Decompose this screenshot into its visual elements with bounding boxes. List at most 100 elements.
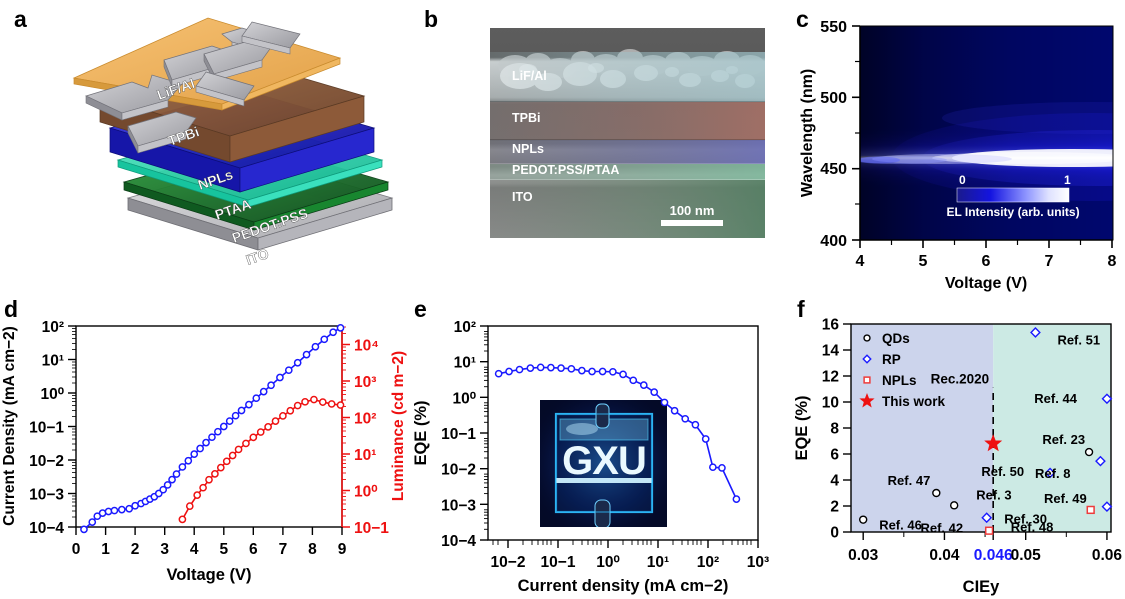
point-label-ref-30: Ref. 30 bbox=[1004, 512, 1047, 527]
marker-filled-star bbox=[859, 393, 875, 408]
panel-e-marker bbox=[526, 364, 535, 372]
panel-d-left-axis-title: Current Density (mA cm−2) bbox=[1, 326, 18, 526]
panel-d-marker bbox=[225, 417, 234, 425]
panel-f-label: f bbox=[797, 296, 805, 322]
electrode-fingers bbox=[85, 21, 301, 154]
panel-a-device-schematic: a bbox=[0, 0, 420, 292]
panel-d-xtick-1: 1 bbox=[101, 541, 110, 558]
panel-e-marker bbox=[567, 364, 576, 373]
panel-e-xtick-5: 10³ bbox=[747, 554, 769, 571]
sem-label-ito: ITO bbox=[512, 190, 533, 204]
panel-d-marker bbox=[336, 401, 345, 409]
panel-d-marker bbox=[199, 483, 207, 492]
layer-label-ito: ITO bbox=[244, 245, 271, 268]
panel-f-xtick-label: 0.03 bbox=[848, 547, 879, 564]
panel-c-y-axis-title: Wavelength (nm) bbox=[799, 69, 816, 197]
point-label-ref-42: Ref. 42 bbox=[920, 521, 963, 536]
sem-label-lif-al: LiF/Al bbox=[512, 69, 547, 83]
panel-d-marker bbox=[185, 502, 194, 511]
panel-d-marker bbox=[237, 406, 246, 415]
panel-d-marker bbox=[259, 387, 268, 396]
point-label-ref-23: Ref. 23 bbox=[1042, 432, 1085, 447]
panel-d-marker bbox=[327, 400, 336, 408]
panel-f-ytick-label: 4 bbox=[830, 473, 839, 490]
marker-open-square bbox=[984, 526, 994, 535]
panel-d-marker bbox=[208, 433, 216, 442]
point-label-ref-44: Ref. 44 bbox=[1034, 391, 1077, 406]
panel-d-marker bbox=[163, 481, 172, 489]
marker-open-circle bbox=[932, 488, 941, 498]
panel-c-ytick-400: 400 bbox=[820, 233, 847, 250]
colorbar: 0 1 EL Intensity (arb. units) bbox=[946, 173, 1079, 219]
panel-d-label: d bbox=[4, 296, 19, 322]
panel-f-xtick-label: 0.04 bbox=[929, 547, 960, 564]
panel-d-marker bbox=[293, 358, 302, 367]
panel-e-label: e bbox=[414, 296, 427, 322]
panel-f-ytick-label: 2 bbox=[830, 499, 839, 516]
panel-e-marker bbox=[660, 398, 669, 407]
panel-d-left-ytick-1: 10−3 bbox=[29, 487, 64, 504]
panel-d-marker bbox=[117, 505, 126, 514]
panel-e-xtick-2: 10⁰ bbox=[596, 554, 620, 571]
marker-open-diamond bbox=[1095, 455, 1106, 467]
panel-e-marker bbox=[505, 367, 513, 376]
panel-f-y-axis-title: EQE (%) bbox=[795, 395, 811, 460]
marker-open-circle bbox=[858, 515, 868, 524]
panel-d-x-axis-title: Voltage (V) bbox=[167, 566, 252, 584]
panel-d-marker bbox=[216, 463, 225, 472]
panel-e-marker bbox=[588, 367, 596, 376]
panel-f-eqe-vs-ciey: f 0 2 4 6 8 10 12 14 16 EQE (%) 0.03 0.04 0.046 0.0… bbox=[795, 292, 1125, 599]
panel-e-marker bbox=[536, 363, 545, 372]
panel-d-marker bbox=[249, 433, 258, 442]
panel-f-ytick-label: 6 bbox=[830, 447, 839, 464]
panel-e-marker bbox=[718, 464, 726, 472]
point-label-ref-51: Ref. 51 bbox=[1057, 332, 1100, 347]
panel-d-left-ytick-0: 10−4 bbox=[29, 520, 64, 537]
point-label-ref-46: Ref. 46 bbox=[879, 518, 922, 533]
panel-d-left-ytick-6: 10² bbox=[42, 319, 64, 336]
region-above-rec2020 bbox=[993, 324, 1111, 532]
panel-e-marker bbox=[598, 367, 607, 376]
panel-b-sem-image: b bbox=[420, 0, 795, 292]
panel-d-series-group bbox=[80, 324, 345, 534]
panel-d-marker bbox=[329, 328, 337, 337]
panel-d-marker bbox=[252, 394, 261, 403]
point-label-ref-49: Ref. 49 bbox=[1044, 491, 1087, 506]
panel-d-xtick-8: 8 bbox=[308, 541, 317, 558]
panel-d-marker bbox=[271, 417, 280, 425]
panel-d-xtick-4: 4 bbox=[190, 541, 199, 558]
panel-e-ytick-0: 10−4 bbox=[441, 533, 476, 550]
panel-d-marker bbox=[205, 475, 213, 484]
panel-e-xtick-3: 10¹ bbox=[647, 554, 669, 571]
panel-f-points-group: Ref. 46 Ref. 47 Ref. 3 Ref. 42 Ref. 48 Ref. 5… bbox=[858, 327, 1113, 536]
point-label-ref-3: Ref. 3 bbox=[976, 487, 1011, 502]
panel-d-xtick-6: 6 bbox=[249, 541, 258, 558]
panel-d-right-ytick-5: 10⁴ bbox=[354, 338, 379, 355]
panel-d-left-ytick-4: 10⁰ bbox=[41, 386, 65, 403]
panel-d-marker bbox=[279, 412, 287, 420]
panel-d-marker bbox=[256, 428, 265, 436]
marker-open-diamond bbox=[1030, 327, 1041, 338]
panel-d-marker bbox=[293, 401, 302, 410]
panel-d-marker bbox=[318, 398, 327, 406]
el-heatmap-svg: 0 1 EL Intensity (arb. units) 400 450 50… bbox=[799, 19, 1117, 292]
panel-d-marker bbox=[159, 485, 168, 494]
panel-c-xtick-8: 8 bbox=[1108, 253, 1117, 270]
panel-d-marker bbox=[80, 525, 88, 534]
panel-f-ytick-label: 8 bbox=[830, 421, 839, 438]
sem-label-pedot-ptaa: PEDOT:PSS/PTAA bbox=[512, 163, 619, 177]
panel-d-jvl-curves: d bbox=[0, 292, 410, 599]
panel-e-marker bbox=[578, 366, 586, 375]
panel-c-xtick-4: 4 bbox=[856, 253, 865, 270]
marker-open-circle bbox=[949, 501, 959, 510]
panel-d-xtick-3: 3 bbox=[160, 541, 169, 558]
panel-d-marker bbox=[219, 422, 228, 431]
device-photo-inset: GXU bbox=[540, 400, 667, 527]
panel-d-marker bbox=[320, 335, 329, 344]
panel-f-xtick-label-highlight: 0.046 bbox=[974, 547, 1013, 564]
sem-label-npls: NPLs bbox=[512, 142, 544, 156]
colorbar-min-tick: 0 bbox=[959, 173, 966, 187]
sem-cross-section-svg: LiF/Al TPBi NPLs PEDOT:PSS/PTAA ITO 100 … bbox=[490, 28, 765, 238]
panel-d-marker bbox=[286, 406, 295, 415]
